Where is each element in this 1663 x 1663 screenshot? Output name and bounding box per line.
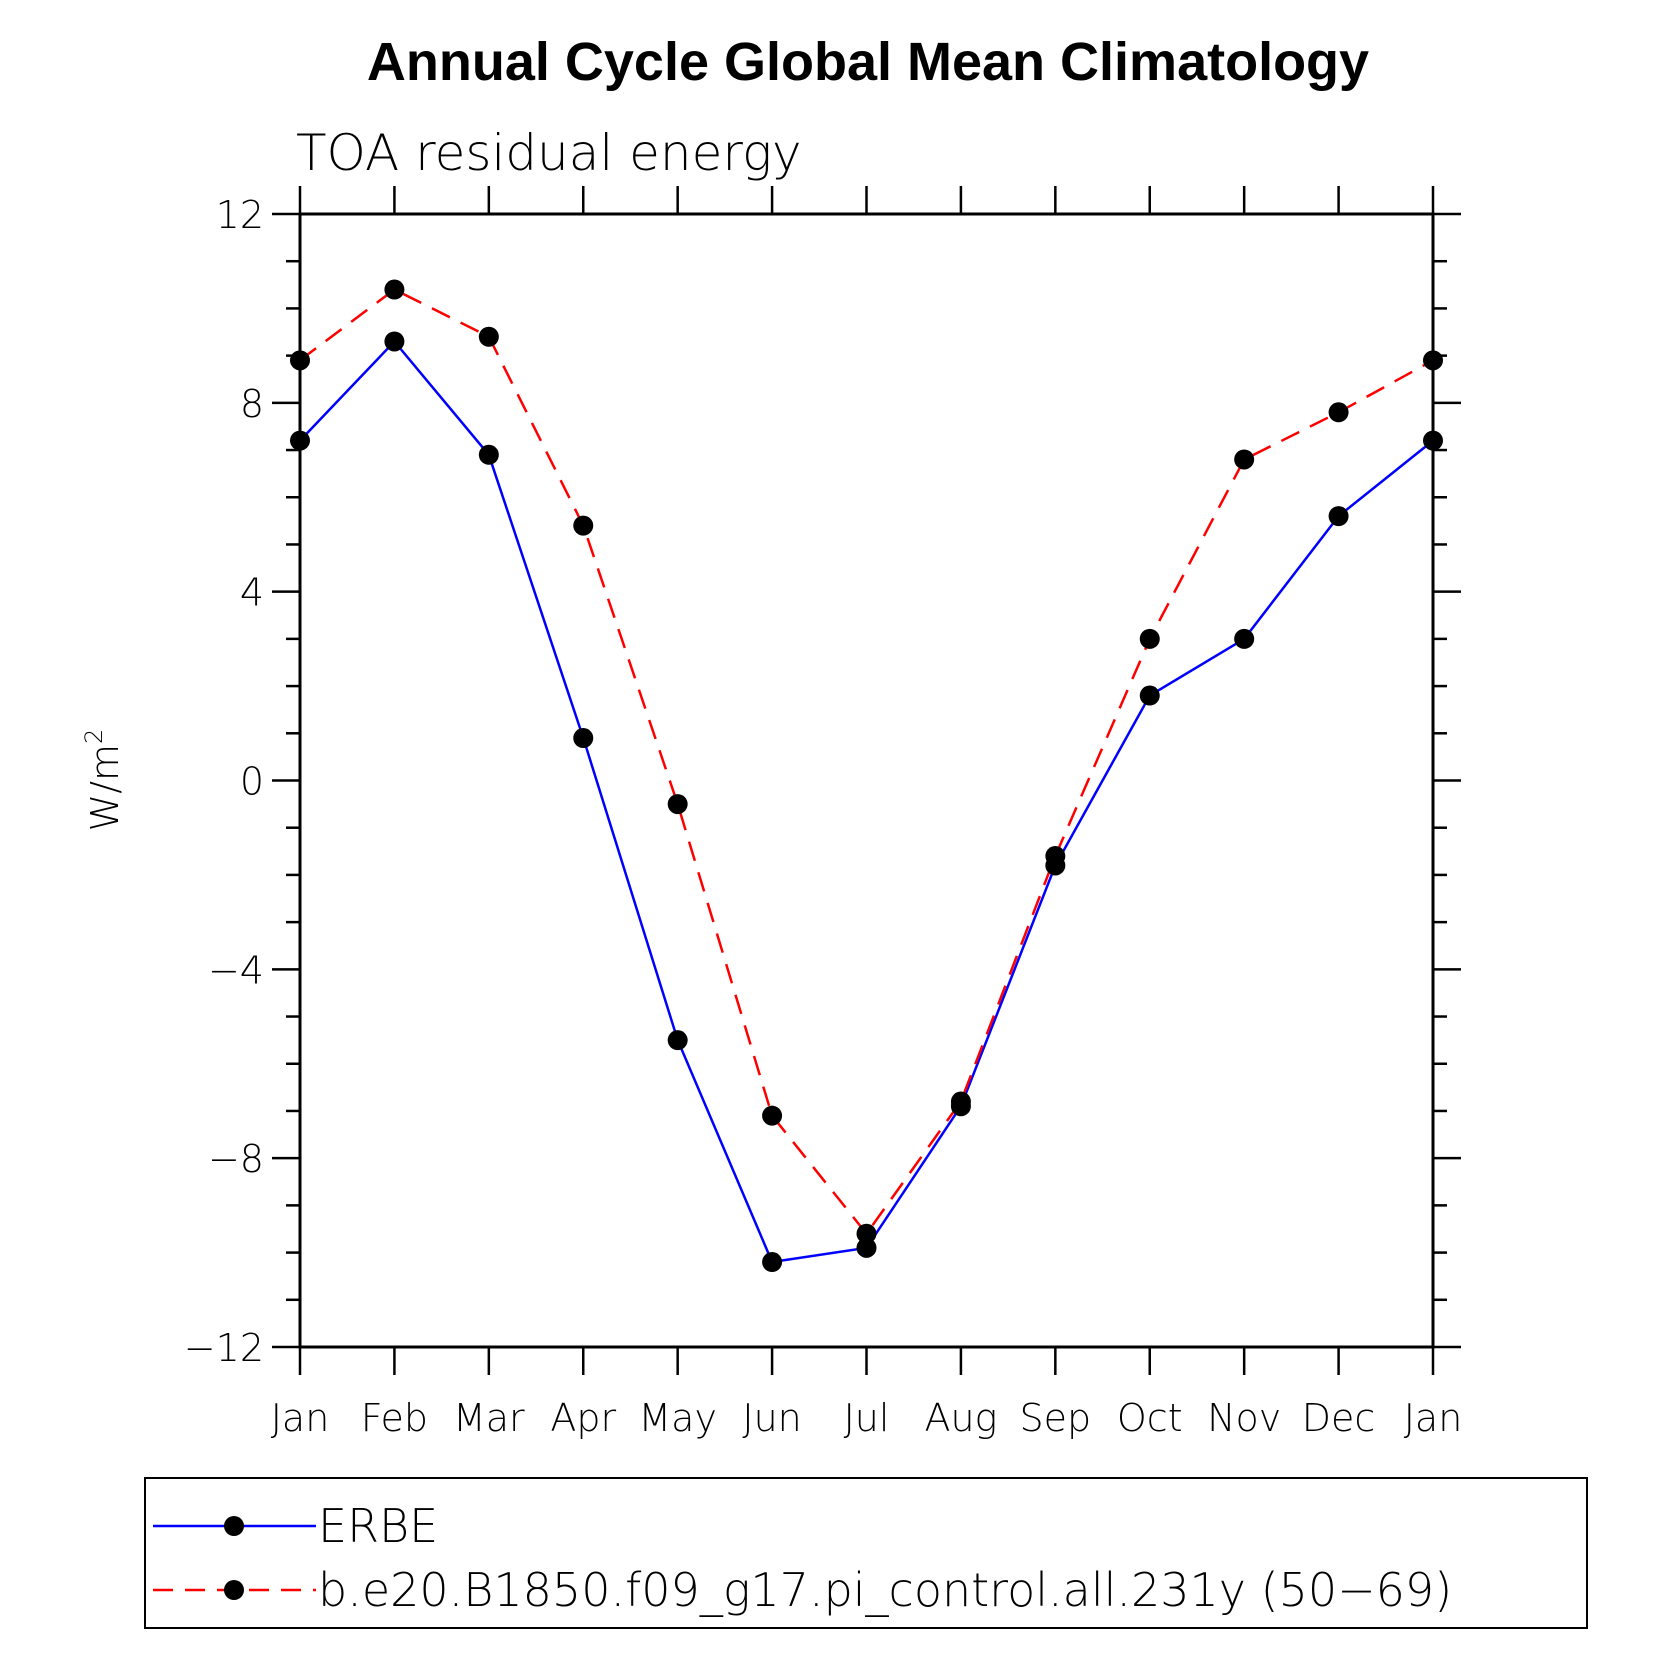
x-tick-label: Mar [453, 1396, 525, 1440]
x-tick-label: Jan [271, 1396, 330, 1440]
legend-box [144, 1477, 1588, 1629]
x-tick-label: Aug [924, 1396, 997, 1440]
y-tick-label: −12 [184, 1326, 264, 1370]
y-tick-label: −4 [208, 948, 264, 992]
data-point-series-1 [667, 794, 688, 815]
data-point-series-1 [1234, 449, 1255, 470]
data-point-series-1 [762, 1105, 783, 1126]
legend-marker-1 [224, 1580, 244, 1600]
data-point-series-1 [290, 350, 310, 371]
y-tick-label: −8 [208, 1137, 264, 1181]
data-point-series-0 [1328, 506, 1349, 527]
legend-label-0: ERBE [318, 1499, 438, 1553]
series-lines [299, 288, 1434, 1264]
y-tick-label: 4 [240, 571, 264, 615]
y-axis-label-superscript: 2 [80, 729, 108, 744]
chart-subtitle: TOA residual energy [296, 124, 802, 182]
data-point-series-1 [1045, 846, 1066, 867]
data-point-series-1 [950, 1091, 971, 1112]
series-line-0 [299, 339, 1434, 1264]
data-point-series-0 [667, 1030, 688, 1051]
x-tick-label: Nov [1207, 1396, 1281, 1440]
x-tick-label: Oct [1117, 1396, 1183, 1440]
series-markers [290, 279, 1443, 1273]
x-tick-label: May [638, 1396, 717, 1440]
x-tick-label: Apr [550, 1396, 616, 1440]
data-point-series-1 [384, 279, 405, 300]
data-point-series-0 [290, 430, 310, 451]
data-point-series-1 [478, 326, 499, 347]
y-tick-label: 0 [240, 760, 264, 804]
y-tick-labels: −12 −8 −4 0 4 8 12 [184, 193, 264, 1370]
plot-frame [298, 212, 1435, 1349]
data-point-series-0 [478, 444, 499, 465]
data-point-series-1 [1423, 350, 1443, 371]
data-point-series-1 [1328, 402, 1349, 423]
data-point-series-1 [1139, 628, 1160, 649]
x-tick-label: Jan [1404, 1396, 1463, 1440]
x-tick-label: Dec [1302, 1396, 1376, 1440]
data-point-series-0 [856, 1237, 877, 1258]
data-point-series-1 [573, 515, 594, 536]
y-axis-label-base: W/m [83, 744, 127, 831]
chart-title: Annual Cycle Global Mean Climatology [367, 32, 1369, 92]
x-tick-labels: Jan Feb Mar Apr May Jun Jul Aug Sep Oct Nov Dec Jan [271, 1396, 1463, 1440]
data-point-series-0 [573, 728, 594, 749]
data-point-series-0 [762, 1252, 783, 1273]
y-tick-label: 12 [216, 193, 264, 237]
legend-label-1: b.e20.B1850.f09_g17.pi_control.all.231y … [318, 1563, 1452, 1617]
y-axis-label: W/m2 [80, 729, 127, 832]
x-tick-label: Sep [1020, 1396, 1092, 1440]
data-point-series-1 [856, 1223, 877, 1244]
data-point-series-0 [384, 331, 405, 352]
data-point-series-0 [1139, 685, 1160, 706]
x-tick-label: Jul [844, 1396, 890, 1440]
y-tick-label: 8 [240, 382, 264, 426]
x-tick-label: Jun [742, 1396, 801, 1440]
axis-ticks [272, 186, 1461, 1375]
legend-marker-0 [224, 1516, 244, 1536]
x-tick-label: Feb [361, 1396, 428, 1440]
legend: ERBE b.e20.B1850.f09_g17.pi_control.all.2… [153, 1499, 1452, 1617]
data-point-series-0 [1234, 628, 1255, 649]
data-point-series-0 [1423, 430, 1443, 451]
